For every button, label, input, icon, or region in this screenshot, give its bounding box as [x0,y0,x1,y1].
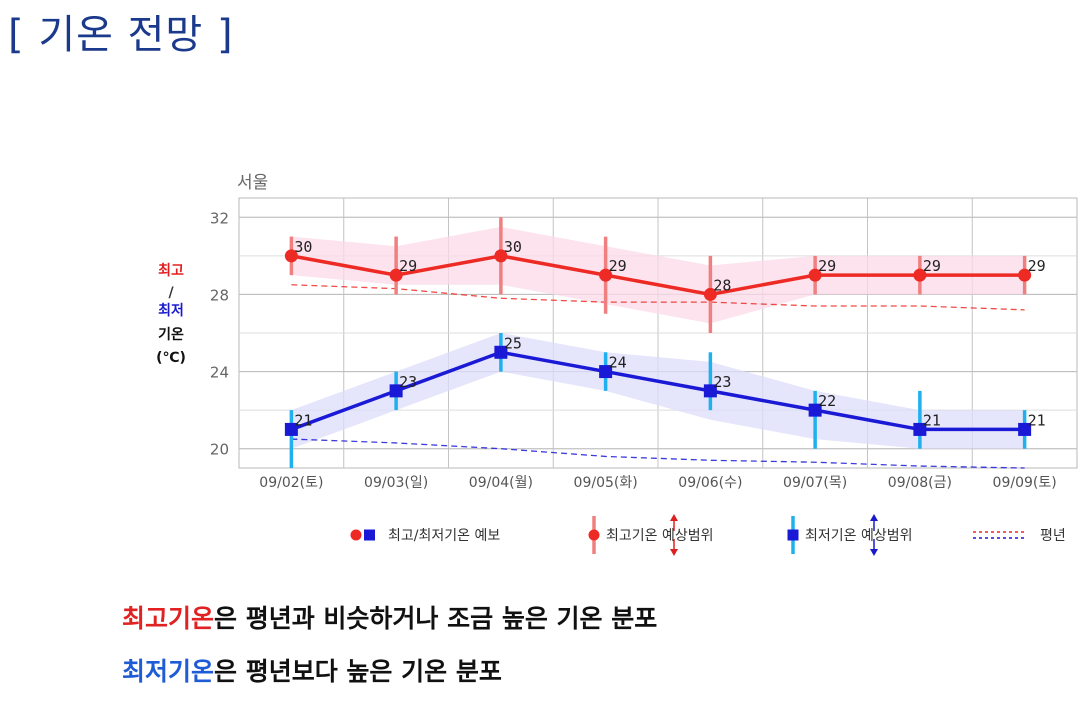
min-point [494,345,508,359]
min-normal-line [291,438,1025,469]
y-axis-label-line: 최저 [158,303,184,319]
max-data-label: 29 [923,257,941,275]
min-data-label: 21 [1028,411,1046,429]
caption-min-highlight: 최저기온 [122,657,215,686]
y-tick-label: 28 [210,286,229,304]
legend-max-range-label: 최고기온 예상범위 [606,528,714,544]
caption-min: 최저기온은 평년보다 높은 기온 분포 [122,652,502,688]
min-data-label: 22 [818,392,836,410]
y-axis-label-line: / [168,285,174,301]
page-title: [ 기온 전망 ] [8,12,234,58]
caption-max-text: 은 평년과 비슷하거나 조금 높은 기온 분포 [214,604,658,633]
x-tick-label: 09/03(일) [364,475,428,491]
legend-min-marker [364,529,375,541]
max-point [913,268,927,282]
x-tick-label: 09/02(토) [259,475,323,491]
max-data-label: 29 [1028,257,1046,275]
min-data-label: 21 [923,411,941,429]
caption-min-text: 은 평년보다 높은 기온 분포 [214,657,502,686]
y-tick-label: 32 [210,209,229,227]
legend-min-range-marker [787,529,799,541]
min-forecast-line [290,350,1025,432]
legend-forecast-label: 최고/최저기온 예보 [388,528,500,544]
min-data-label: 23 [399,373,417,391]
max-range-band [291,226,1025,324]
min-point [1018,422,1032,436]
max-point [389,268,403,282]
min-point [389,384,403,398]
x-tick-label: 09/04(월) [469,475,533,491]
max-data-label: 29 [609,257,627,275]
max-point [284,249,298,263]
x-tick-label: 09/07(목) [783,475,847,491]
y-axis-label-line: (℃) [156,350,186,366]
y-axis-label-line: 최고 [158,263,184,279]
max-point [494,249,508,263]
legend-min-range-label: 최저기온 예상범위 [805,528,913,544]
min-data-label: 23 [713,373,731,391]
min-data-label: 25 [504,334,522,352]
min-point [284,422,298,436]
y-tick-label: 24 [210,364,229,382]
x-tick-label: 09/08(금) [888,475,952,491]
y-axis-label-line: 기온 [158,327,184,343]
caption-max: 최고기온은 평년과 비슷하거나 조금 높은 기온 분포 [122,599,657,635]
legend-max-down-arrow-head [670,549,678,556]
max-point [703,287,717,301]
x-tick-label: 09/09(토) [993,475,1057,491]
max-point [599,268,613,282]
caption-max-highlight: 최고기온 [122,604,215,633]
max-data-label: 29 [818,257,836,275]
legend-min-down-arrow-head [870,549,878,556]
legend-max-range-marker [588,529,600,541]
max-data-label: 30 [294,238,312,256]
chart-title: 서울 [237,173,268,193]
legend-min-up-arrow-head [870,514,878,521]
max-point [1018,268,1032,282]
min-data-label: 24 [609,354,627,372]
max-normal-line [291,284,1025,311]
min-point [808,403,822,417]
max-point [808,268,822,282]
max-data-label: 30 [504,238,522,256]
legend-max-up-arrow-head [670,514,678,521]
max-data-label: 29 [399,257,417,275]
x-tick-label: 09/05(화) [574,475,638,491]
min-point [703,384,717,398]
legend-normal-label: 평년 [1040,528,1066,544]
min-point [913,422,927,436]
min-data-label: 21 [294,411,312,429]
min-point [599,365,613,379]
max-data-label: 28 [713,276,731,294]
max-forecast-line [291,254,1025,297]
legend-max-marker [350,529,362,541]
y-tick-label: 20 [210,441,229,459]
x-tick-label: 09/06(수) [678,475,742,491]
